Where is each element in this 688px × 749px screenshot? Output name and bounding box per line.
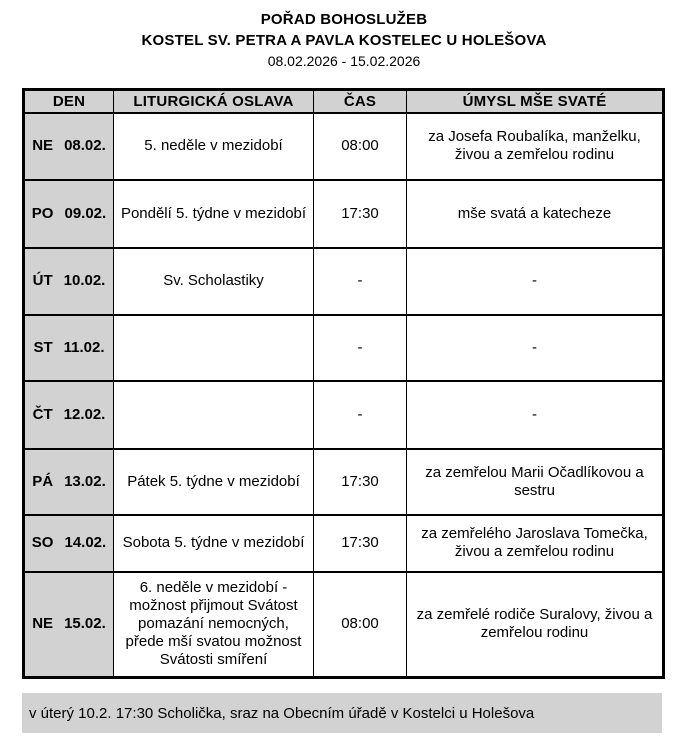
table-row: ÚT 10.02. Sv. Scholastiky - - xyxy=(23,246,664,316)
intention-cell: mše svatá a katecheze xyxy=(406,178,664,249)
day-date: 14.02. xyxy=(64,534,107,551)
day-abbr: SO xyxy=(31,534,54,551)
table-row: PÁ 13.02. Pátek 5. týdne v mezidobí 17:30… xyxy=(23,447,664,516)
time-cell: 17:30 xyxy=(313,178,407,249)
day-date: 12.02. xyxy=(63,405,106,423)
footer-note-bar: v úterý 10.2. 17:30 Scholička, sraz na O… xyxy=(22,693,662,733)
day-abbr: ST xyxy=(33,338,53,356)
time-cell: - xyxy=(313,246,407,316)
day-abbr: NE xyxy=(32,137,54,154)
time-cell: 17:30 xyxy=(313,447,407,516)
document-header: POŘAD BOHOSLUŽEB KOSTEL SV. PETRA A PAVL… xyxy=(0,0,688,71)
celebration-cell: 5. neděle v mezidobí xyxy=(113,111,314,181)
day-date: 08.02. xyxy=(64,137,106,154)
column-header-cas: ČAS xyxy=(313,89,407,114)
celebration-cell xyxy=(113,313,314,382)
intention-cell: za zemřelé rodiče Suralovy, živou a zemř… xyxy=(406,570,664,679)
day-abbr: ČT xyxy=(32,405,53,423)
day-date: 11.02. xyxy=(63,338,105,356)
day-abbr: PÁ xyxy=(32,472,54,490)
day-abbr: NE xyxy=(32,615,54,633)
intention-cell: za zemřelou Marii Očadlíkovou a sestru xyxy=(406,447,664,516)
table-row: NE 15.02. 6. neděle v mezidobí - možnost … xyxy=(23,570,664,679)
table-row: PO 09.02. Pondělí 5. týdne v mezidobí 17:… xyxy=(23,178,664,249)
column-header-den: DEN xyxy=(23,89,114,114)
schedule-table-header: DEN LITURGICKÁ OSLAVA ČAS ÚMYSL MŠE SVAT… xyxy=(23,89,664,114)
time-cell: 17:30 xyxy=(313,513,407,573)
column-header-liturgicka-oslava: LITURGICKÁ OSLAVA xyxy=(113,89,314,114)
time-cell: - xyxy=(313,313,407,382)
day-abbr: PO xyxy=(31,204,54,222)
document-root: POŘAD BOHOSLUŽEB KOSTEL SV. PETRA A PAVL… xyxy=(0,0,688,733)
day-date: 10.02. xyxy=(63,272,106,289)
footer-note-text: v úterý 10.2. 17:30 Scholička, sraz na O… xyxy=(29,704,535,722)
time-cell: 08:00 xyxy=(313,111,407,181)
celebration-cell: 6. neděle v mezidobí - možnost přijmout … xyxy=(113,570,314,679)
day-cell: ČT 12.02. xyxy=(23,379,114,450)
table-row: ČT 12.02. - - xyxy=(23,379,664,450)
celebration-cell: Sobota 5. týdne v mezidobí xyxy=(113,513,314,573)
day-cell: ÚT 10.02. xyxy=(23,246,114,316)
schedule-table: DEN LITURGICKÁ OSLAVA ČAS ÚMYSL MŠE SVAT… xyxy=(22,88,665,679)
time-cell: 08:00 xyxy=(313,570,407,679)
intention-cell: - xyxy=(406,379,664,450)
intention-cell: - xyxy=(406,246,664,316)
day-date: 09.02. xyxy=(64,204,107,222)
table-row: ST 11.02. - - xyxy=(23,313,664,382)
celebration-cell: Pátek 5. týdne v mezidobí xyxy=(113,447,314,516)
time-cell: - xyxy=(313,379,407,450)
table-row: SO 14.02. Sobota 5. týdne v mezidobí 17:3… xyxy=(23,513,664,573)
celebration-cell xyxy=(113,379,314,450)
day-cell: NE 15.02. xyxy=(23,570,114,679)
page-subtitle: KOSTEL SV. PETRA A PAVLA KOSTELEC U HOLE… xyxy=(141,32,547,49)
day-abbr: ÚT xyxy=(32,272,53,289)
day-date: 13.02. xyxy=(64,472,106,490)
date-range: 08.02.2026 - 15.02.2026 xyxy=(267,53,421,69)
day-date: 15.02. xyxy=(64,615,106,633)
page-title: POŘAD BOHOSLUŽEB xyxy=(260,11,428,28)
day-cell: ST 11.02. xyxy=(23,313,114,382)
table-row: NE 08.02. 5. neděle v mezidobí 08:00 za J… xyxy=(23,111,664,181)
intention-cell: - xyxy=(406,313,664,382)
celebration-cell: Sv. Scholastiky xyxy=(113,246,314,316)
intention-cell: za zemřelého Jaroslava Tomečka, živou a … xyxy=(406,513,664,573)
day-cell: NE 08.02. xyxy=(23,111,114,181)
column-header-umysl: ÚMYSL MŠE SVATÉ xyxy=(406,89,664,114)
celebration-cell: Pondělí 5. týdne v mezidobí xyxy=(113,178,314,249)
day-cell: PO 09.02. xyxy=(23,178,114,249)
day-cell: SO 14.02. xyxy=(23,513,114,573)
day-cell: PÁ 13.02. xyxy=(23,447,114,516)
intention-cell: za Josefa Roubalíka, manželku, živou a z… xyxy=(406,111,664,181)
